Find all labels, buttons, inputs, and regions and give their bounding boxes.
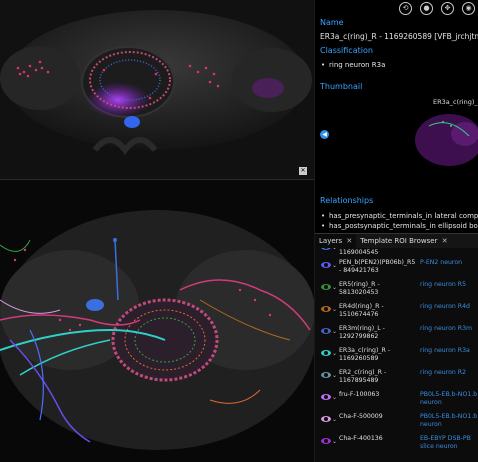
layer-row[interactable]: ⌄ Cha-F-400136 EB-EBYP DSB-PB slice neuron <box>315 432 478 454</box>
layer-name[interactable]: ER4d(ring)_R - 1510674476 <box>339 303 384 318</box>
visibility-eye-icon[interactable] <box>321 306 331 312</box>
layer-type-link[interactable]: ring neuron R3a <box>420 347 470 354</box>
recenter-icon[interactable]: ✥ <box>441 2 454 15</box>
right-side-panel: ⟲ ● ✥ ◉ Name ER3a_c(ring)_R - 1169260589… <box>314 0 478 462</box>
layer-row[interactable]: ⌄ ER5(ring)_R - 5813020453 ring neuron R5 <box>315 278 478 300</box>
info-toolbar: ⟲ ● ✥ ◉ <box>399 2 475 15</box>
classification-label: Classification <box>320 46 373 55</box>
layer-type-link[interactable]: ring neuron R3m <box>420 325 473 332</box>
layer-name[interactable]: ER4m(ring)_R - 1169004545 <box>339 249 379 256</box>
chevron-down-icon[interactable]: ⌄ <box>332 262 338 269</box>
slice-viewer[interactable]: ✕ <box>0 0 314 180</box>
layer-row[interactable]: ⌄ ER3a_c(ring)_R - 1169260589 ring neuron … <box>315 344 478 366</box>
chevron-down-icon[interactable]: ⌄ <box>332 416 338 423</box>
term-info-panel: ⟲ ● ✥ ◉ Name ER3a_c(ring)_R - 1169260589… <box>315 0 478 233</box>
chevron-down-icon[interactable]: ⌄ <box>332 438 338 445</box>
name-label: Name <box>320 18 344 27</box>
visibility-eye-icon[interactable] <box>321 350 331 356</box>
chevron-down-icon[interactable]: ⌄ <box>332 394 338 401</box>
chevron-down-icon[interactable]: ⌄ <box>332 328 338 335</box>
thumbnail-caption: ER3a_c(ring)_R <box>433 98 478 106</box>
layer-row[interactable]: ⌄ ER3m(ring)_L - 1292799862 ring neuron R3… <box>315 322 478 344</box>
tab-layers-label: Layers <box>319 237 343 245</box>
layer-row[interactable]: ⌄ fru-F-100063 PB0L5-EB.b-NO1.b neuron <box>315 388 478 410</box>
layer-name[interactable]: Cha-F-500009 <box>339 413 383 420</box>
layer-row[interactable]: ⌄ ER4d(ring)_R - 1510674476 ring neuron R4… <box>315 300 478 322</box>
chevron-down-icon[interactable]: ⌄ <box>332 372 338 379</box>
color-drop-icon[interactable]: ● <box>420 2 433 15</box>
thumbnail-render <box>415 114 478 166</box>
layer-row[interactable]: ⌄ PEN_b(PEN2)(PB06b)_R5 - 849421763 P-EN2 … <box>315 256 478 278</box>
layers-tab-bar: Layers ✕ Template ROI Browser ✕ <box>315 234 478 248</box>
layer-row[interactable]: ⌄ Cha-F-500009 PB0L5-EB.b-NO1.b neuron <box>315 410 478 432</box>
visibility-eye-icon[interactable] <box>321 284 331 290</box>
thumbnail-label: Thumbnail <box>320 82 363 91</box>
layer-name[interactable]: ER3a_c(ring)_R - 1169260589 <box>339 347 390 362</box>
chevron-down-icon[interactable]: ⌄ <box>332 306 338 313</box>
layer-row[interactable]: ⌄ ER2_c(ring)_R - 1167895489 ring neuron R… <box>315 366 478 388</box>
refresh-icon[interactable]: ⟲ <box>399 2 412 15</box>
layer-type-link[interactable]: ring neuron R5 <box>420 281 467 288</box>
brain-slice-image <box>0 10 312 155</box>
layer-name[interactable]: fru-F-100063 <box>339 391 380 398</box>
visibility-eye-icon[interactable] <box>321 438 331 444</box>
layer-name[interactable]: ER3m(ring)_L - 1292799862 <box>339 325 385 340</box>
visibility-eye-icon[interactable] <box>321 262 331 268</box>
neuron-3d-render <box>0 210 314 450</box>
layer-type-link[interactable]: ER4m ring neuron <box>420 248 478 249</box>
chevron-down-icon[interactable]: ⌄ <box>332 350 338 357</box>
layers-list: ⌄ER4m(ring)_R - 1169004545ER4m ring neur… <box>315 248 478 462</box>
visibility-eye-icon[interactable] <box>321 372 331 378</box>
relationship-item[interactable]: has_postsynaptic_terminals_in ellipsoid … <box>321 222 478 230</box>
close-icon[interactable]: ✕ <box>344 237 353 245</box>
chevron-down-icon[interactable]: ⌄ <box>332 248 337 251</box>
layer-name[interactable]: Cha-F-400136 <box>339 435 383 442</box>
layer-name[interactable]: PEN_b(PEN2)(PB06b)_R5 - 849421763 <box>339 259 416 274</box>
chevron-down-icon[interactable]: ⌄ <box>332 284 338 291</box>
layer-type-link[interactable]: EB-EBYP DSB-PB slice neuron <box>420 435 471 450</box>
relationship-item[interactable]: has_presynaptic_terminals_in lateral com… <box>321 212 478 220</box>
visibility-eye-icon[interactable] <box>321 248 331 250</box>
eye-toggle-icon[interactable]: ◉ <box>462 2 475 15</box>
tab-layers[interactable]: Layers ✕ <box>315 234 357 248</box>
layer-type-link[interactable]: ring neuron R4d <box>420 303 470 310</box>
layer-type-link[interactable]: ring neuron R2 <box>420 369 467 376</box>
visibility-eye-icon[interactable] <box>321 416 331 422</box>
layer-name[interactable]: ER2_c(ring)_R - 1167895489 <box>339 369 387 384</box>
relationships-label: Relationships <box>320 196 374 205</box>
layer-name[interactable]: ER5(ring)_R - 5813020453 <box>339 281 380 296</box>
tab-template-roi-browser[interactable]: Template ROI Browser ✕ <box>356 234 451 248</box>
visibility-eye-icon[interactable] <box>321 328 331 334</box>
layer-type-link[interactable]: P-EN2 neuron <box>420 259 463 266</box>
name-value: ER3a_c(ring)_R - 1169260589 [VFB_jrchjtn… <box>320 32 478 41</box>
classification-value[interactable]: ring neuron R3a <box>321 61 385 69</box>
layer-row[interactable]: ⌄ER4m(ring)_R - 1169004545 ER4m ring neur… <box>315 248 478 260</box>
layer-type-link[interactable]: PB0L5-EB.b-NO1.b neuron <box>420 413 478 428</box>
thumbnail-prev-icon[interactable]: ◀ <box>320 130 329 139</box>
3d-viewer[interactable] <box>0 180 314 462</box>
layer-type-link[interactable]: PB0L5-EB.b-NO1.b neuron <box>420 391 478 406</box>
thumbnail-image[interactable] <box>339 96 478 182</box>
visibility-eye-icon[interactable] <box>321 394 331 400</box>
tab-template-label: Template ROI Browser <box>360 237 438 245</box>
close-icon[interactable]: ✕ <box>439 237 448 245</box>
layers-panel: Layers ✕ Template ROI Browser ✕ ⌄ER4m(ri… <box>315 233 478 462</box>
close-slice-view-icon[interactable]: ✕ <box>299 167 307 175</box>
